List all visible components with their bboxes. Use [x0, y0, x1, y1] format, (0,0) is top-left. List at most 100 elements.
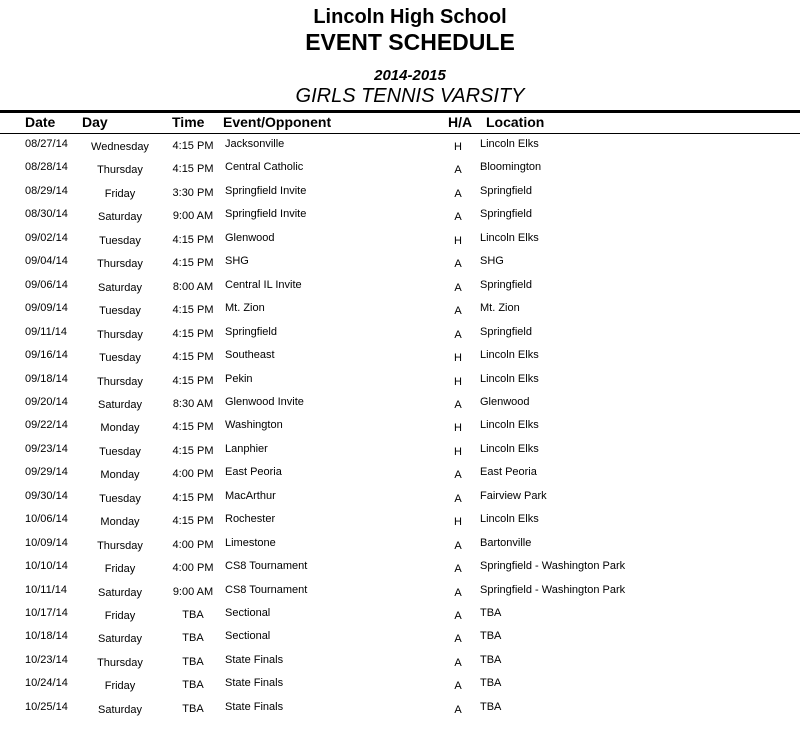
cell-time: 4:15 PM — [172, 491, 214, 504]
table-row: 09/18/14 Thursday 4:15 PM Pekin H Lincoln Elk… — [0, 373, 800, 396]
cell-location: Lincoln Elks — [480, 442, 539, 455]
cell-time: TBA — [182, 609, 204, 621]
cell-date: 08/27/14 — [25, 138, 68, 150]
cell-location: Mt. Zion — [480, 302, 520, 315]
cell-date: 09/18/14 — [25, 372, 68, 385]
cell-day: Monday — [100, 469, 140, 482]
table-row: 10/10/14 Friday 4:00 PM CS8 Tournament A Spri… — [0, 560, 800, 583]
cell-day: Tuesday — [99, 352, 141, 365]
cell-location: TBA — [480, 607, 502, 619]
school-name: Lincoln High School — [313, 6, 507, 28]
cell-date: 10/25/14 — [25, 700, 68, 713]
cell-time: 4:15 PM — [172, 140, 214, 152]
table-row: 08/30/14 Saturday 9:00 AM Springfield Invit… — [0, 208, 800, 231]
column-header-day: Day — [82, 114, 108, 130]
cell-day: Saturday — [97, 633, 143, 646]
cell-date: 10/06/14 — [25, 513, 68, 526]
cell-location: Springfield — [480, 278, 532, 291]
cell-event: State Finals — [225, 653, 284, 666]
cell-day: Tuesday — [99, 492, 141, 505]
cell-ha: H — [454, 234, 462, 247]
cell-date: 09/02/14 — [25, 231, 68, 244]
cell-day: Thursday — [97, 656, 143, 669]
cell-time: 9:00 AM — [172, 585, 214, 598]
cell-location: Lincoln Elks — [480, 372, 539, 385]
cell-date: 09/23/14 — [25, 442, 68, 455]
cell-time: 9:00 AM — [172, 210, 214, 223]
cell-ha: A — [454, 164, 462, 177]
cell-location: Springfield - Washington Park — [480, 583, 626, 596]
table-row: 09/30/14 Tuesday 4:15 PM MacArthur A Fairview… — [0, 490, 800, 513]
table-row: 10/17/14 Friday TBA Sectional A TBA — [0, 607, 800, 630]
table-row: 08/28/14 Thursday 4:15 PM Central Catholic A… — [0, 161, 800, 184]
table-row: 10/06/14 Monday 4:15 PM Rochester H Lincoln E… — [0, 513, 800, 536]
table-row: 09/11/14 Thursday 4:15 PM Springfield A Sprin… — [0, 326, 800, 349]
table-row: 10/09/14 Thursday 4:00 PM Limestone A Bartonv… — [0, 537, 800, 560]
cell-day: Thursday — [97, 328, 143, 341]
cell-date: 10/23/14 — [25, 653, 68, 666]
cell-date: 10/24/14 — [25, 677, 68, 690]
cell-event: Southeast — [225, 349, 275, 362]
column-header-date: Date — [25, 114, 56, 130]
cell-time: 8:30 AM — [172, 397, 214, 410]
cell-date: 09/04/14 — [25, 255, 68, 268]
cell-event: Rochester — [225, 513, 276, 526]
cell-day: Saturday — [97, 703, 143, 716]
cell-day: Saturday — [97, 211, 143, 224]
cell-ha: A — [454, 258, 462, 271]
cell-time: 4:15 PM — [172, 233, 214, 246]
cell-event: Mt. Zion — [225, 302, 265, 315]
cell-ha: A — [454, 305, 462, 318]
cell-event: MacArthur — [225, 489, 276, 502]
cell-time: 4:15 PM — [172, 444, 214, 457]
cell-location: East Peoria — [480, 466, 537, 479]
cell-day: Thursday — [97, 258, 143, 271]
table-row: 08/27/14 Wednesday 4:15 PM Jacksonville H Lin… — [0, 138, 800, 161]
cell-time: 4:15 PM — [172, 374, 214, 387]
table-row: 09/06/14 Saturday 8:00 AM Central IL Invite… — [0, 279, 800, 302]
cell-date: 08/28/14 — [25, 161, 68, 174]
cell-day: Thursday — [97, 375, 143, 388]
table-row: 08/29/14 Friday 3:30 PM Springfield Invite A… — [0, 185, 800, 208]
table-row: 09/04/14 Thursday 4:15 PM SHG A SHG — [0, 255, 800, 278]
cell-date: 10/10/14 — [25, 560, 68, 573]
cell-time: 4:15 PM — [172, 515, 214, 528]
cell-event: State Finals — [225, 677, 284, 690]
cell-time: 4:00 PM — [172, 538, 214, 551]
table-row: 10/24/14 Friday TBA State Finals A TBA — [0, 677, 800, 700]
cell-location: Springfield — [480, 184, 532, 197]
cell-day: Thursday — [97, 164, 143, 177]
cell-event: Jacksonville — [225, 138, 285, 150]
cell-location: Lincoln Elks — [480, 138, 539, 150]
cell-time: 8:00 AM — [172, 280, 214, 293]
cell-date: 09/29/14 — [25, 466, 68, 479]
cell-time: TBA — [182, 702, 204, 715]
cell-time: 4:15 PM — [172, 421, 214, 434]
cell-location: Fairview Park — [480, 489, 547, 502]
cell-location: TBA — [480, 630, 502, 643]
table-row: 09/20/14 Saturday 8:30 AM Glenwood Invite A G… — [0, 396, 800, 419]
cell-ha: H — [454, 352, 462, 365]
cell-date: 09/11/14 — [25, 325, 68, 338]
cell-time: 4:15 PM — [172, 327, 214, 340]
cell-ha: H — [454, 445, 462, 458]
cell-ha: A — [454, 610, 462, 622]
cell-event: Lanphier — [225, 442, 268, 455]
cell-event: East Peoria — [225, 466, 282, 479]
table-row: 09/22/14 Monday 4:15 PM Washington H Lincoln … — [0, 419, 800, 442]
cell-ha: A — [454, 703, 462, 716]
cell-time: 4:00 PM — [172, 468, 214, 481]
cell-day: Saturday — [97, 281, 143, 294]
cell-day: Saturday — [97, 586, 143, 599]
cell-time: 4:15 PM — [172, 304, 214, 317]
cell-event: CS8 Tournament — [225, 560, 308, 573]
column-header-time: Time — [172, 114, 205, 130]
cell-ha: A — [454, 633, 462, 646]
cell-location: TBA — [480, 677, 502, 690]
cell-date: 10/17/14 — [25, 607, 68, 619]
cell-day: Friday — [104, 680, 136, 693]
team-name: GIRLS TENNIS VARSITY — [295, 85, 525, 107]
cell-location: Springfield — [480, 325, 532, 338]
cell-event: Central IL Invite — [225, 278, 302, 291]
cell-location: Springfield — [480, 208, 532, 221]
